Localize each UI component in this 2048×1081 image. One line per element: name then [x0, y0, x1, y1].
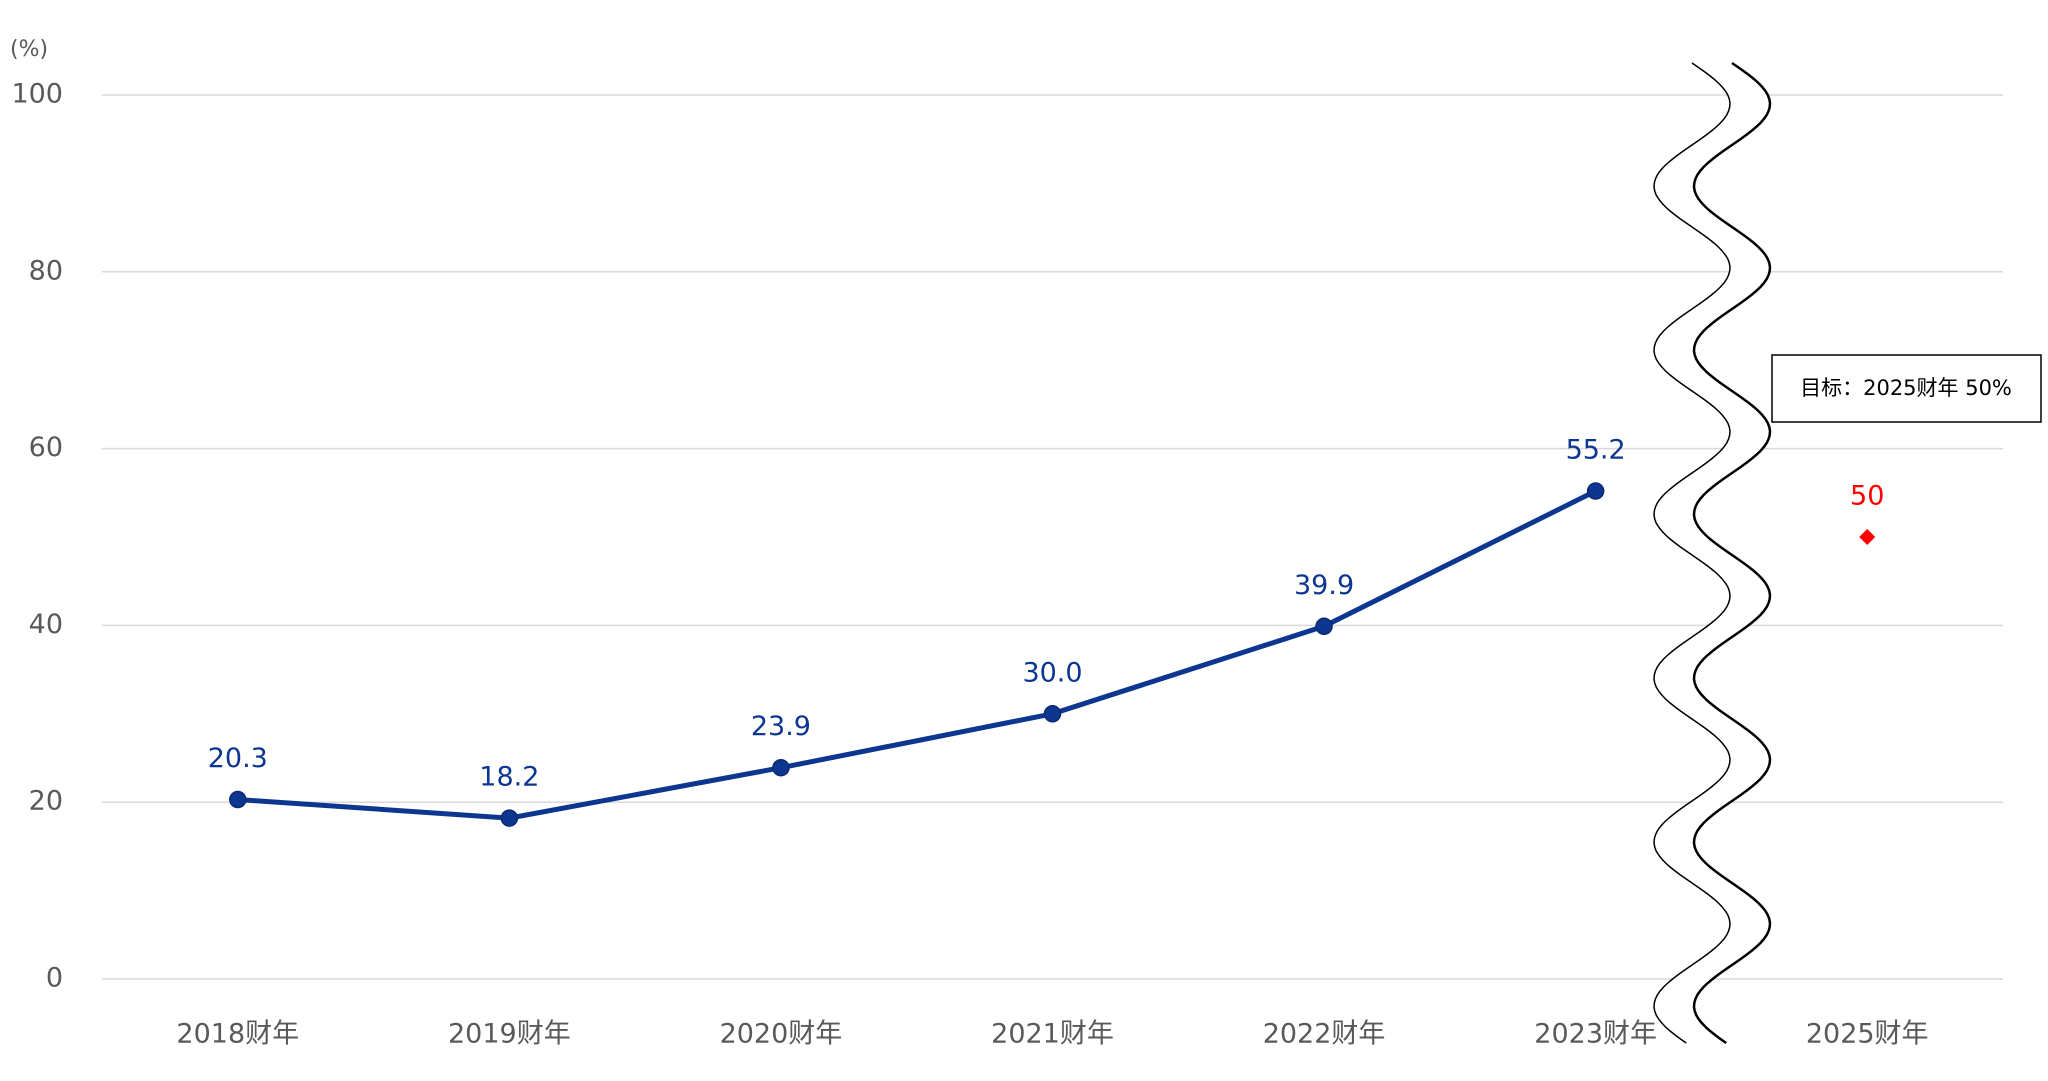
data-label: 55.2	[1566, 435, 1626, 466]
y-axis-label: (%)	[10, 37, 48, 62]
y-tick-label: 20	[29, 786, 63, 817]
annotation: 目标：2025财年 50%	[1800, 376, 2012, 400]
data-label: 23.9	[751, 711, 811, 742]
axis-break-line	[1653, 62, 1731, 1044]
axis-break-fill	[1654, 63, 1770, 1043]
data-label: 50	[1850, 481, 1884, 512]
y-tick-label: 0	[46, 963, 63, 994]
x-tick-label: 2021财年	[991, 1019, 1114, 1050]
x-tick-label: 2020财年	[720, 1019, 843, 1050]
x-tick-label: 2018财年	[176, 1019, 299, 1050]
marker	[229, 790, 247, 809]
y-tick-label: 40	[29, 609, 63, 640]
data-label: 39.9	[1294, 570, 1354, 601]
data-label: 30.0	[1022, 657, 1082, 688]
marker	[1043, 705, 1062, 723]
marker	[1859, 529, 1876, 545]
marker	[1586, 482, 1605, 500]
x-tick-label: 2025财年	[1806, 1019, 1929, 1050]
x-tick-label: 2019财年	[448, 1019, 571, 1050]
data-label: 20.3	[208, 743, 268, 774]
marker	[772, 758, 790, 777]
x-tick-label: 2022财年	[1263, 1019, 1386, 1050]
y-tick-label: 100	[11, 79, 63, 110]
data-label: 18.2	[479, 762, 539, 793]
line	[237, 488, 1597, 821]
axis-break-line	[1692, 61, 1772, 1045]
axis-break	[1653, 61, 1772, 1045]
annotation-box	[1771, 354, 2042, 423]
y-tick-label: 80	[29, 255, 63, 286]
marker	[500, 809, 519, 827]
x-tick-label: 2023财年	[1534, 1019, 1657, 1050]
marker	[1315, 617, 1333, 636]
y-tick-label: 60	[29, 432, 63, 463]
